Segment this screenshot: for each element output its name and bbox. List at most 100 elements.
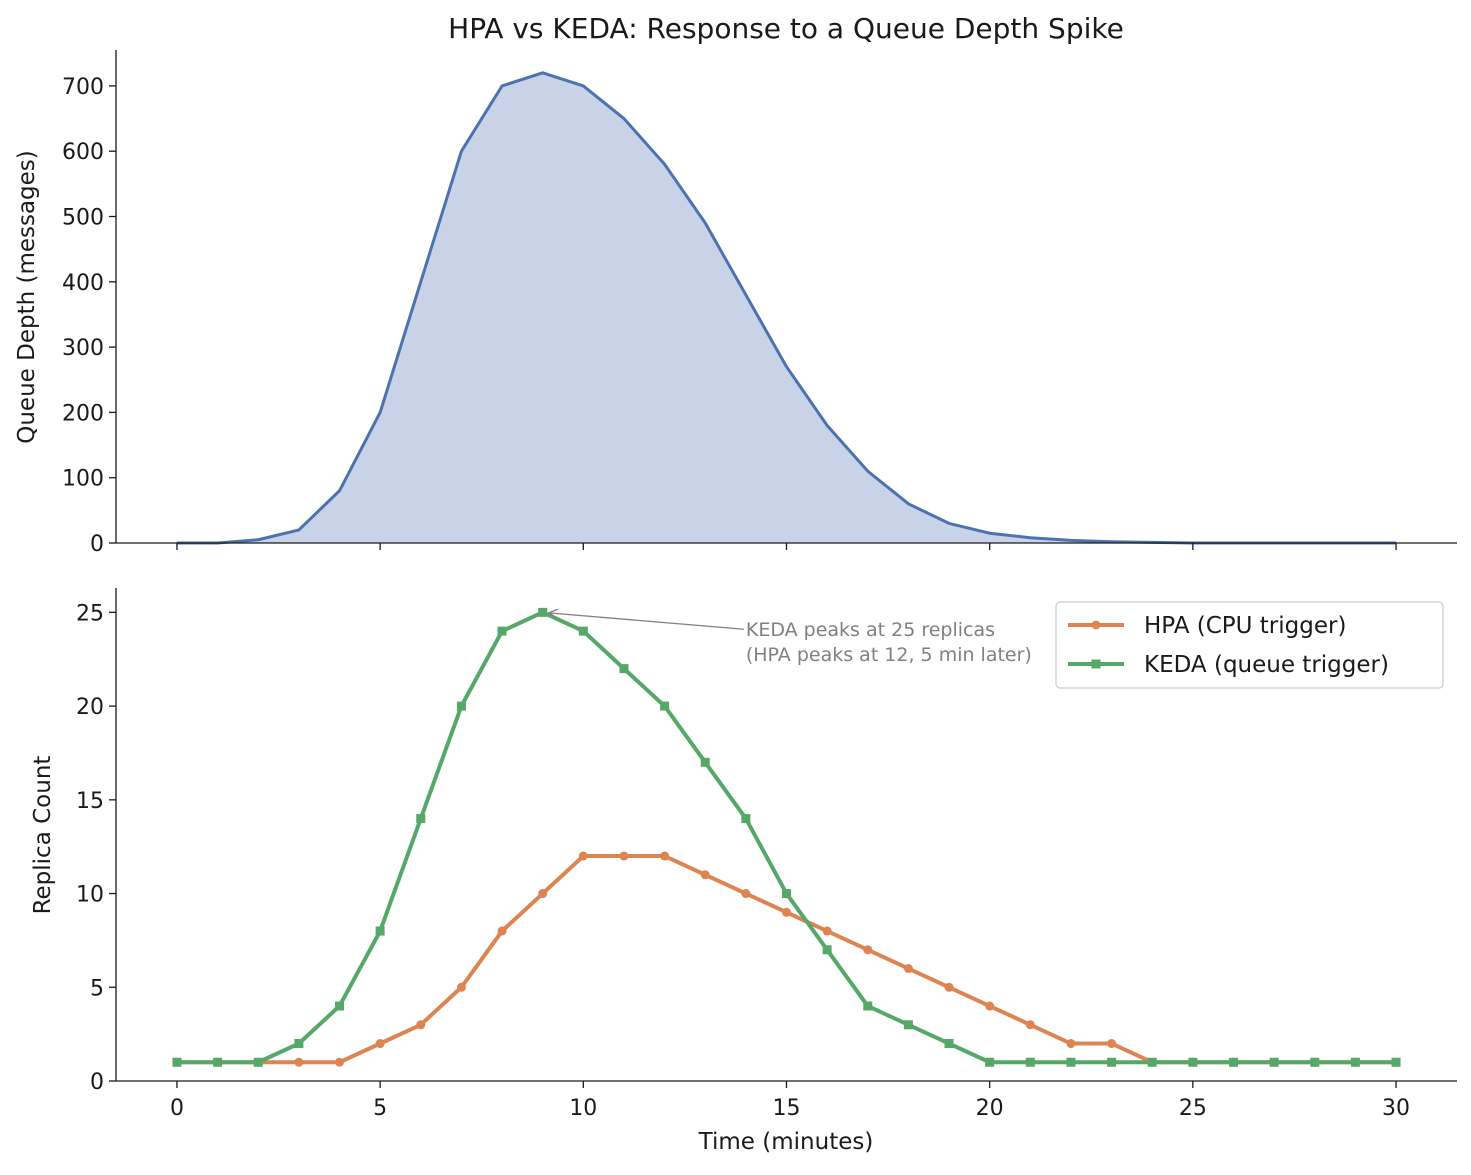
data-point-hpa	[700, 870, 710, 880]
x-tick-label: 25	[1179, 1096, 1207, 1121]
data-point-keda	[456, 701, 466, 711]
data-point-hpa	[782, 907, 791, 917]
data-point-keda	[863, 1001, 873, 1011]
data-point-hpa	[660, 851, 670, 861]
top-y-tick-label: 300	[62, 336, 104, 361]
queue-depth-area	[176, 72, 1397, 543]
queue-depth-panel: 0 100 200 300 400 500 600 700 Queue Depth (mess…	[14, 50, 1457, 557]
y-tick-label: 0	[90, 1070, 104, 1095]
legend-entry-hpa: HPA (CPU trigger)	[1068, 613, 1346, 639]
data-point-hpa	[619, 851, 629, 861]
data-point-keda	[253, 1057, 263, 1067]
annotation-line-1: KEDA peaks at 25 replicas	[746, 619, 995, 641]
data-point-keda	[782, 889, 791, 899]
legend-entry-keda: KEDA (queue trigger)	[1068, 652, 1389, 678]
x-tick-label: 15	[773, 1096, 801, 1121]
data-point-hpa	[375, 1039, 385, 1049]
data-point-keda	[660, 701, 670, 711]
y-tick-label: 5	[90, 976, 104, 1001]
data-point-keda	[903, 1020, 913, 1030]
legend-marker-keda	[1091, 659, 1101, 669]
data-point-keda	[1025, 1057, 1035, 1067]
data-point-keda	[1269, 1057, 1279, 1067]
data-point-hpa	[822, 926, 832, 936]
data-point-hpa	[741, 889, 751, 899]
data-point-keda	[1066, 1057, 1076, 1067]
data-point-hpa	[497, 926, 507, 936]
legend-label-hpa: HPA (CPU trigger)	[1144, 613, 1346, 639]
legend-frame	[1055, 601, 1444, 689]
data-point-keda	[1107, 1057, 1117, 1067]
x-tick-label: 10	[569, 1096, 597, 1121]
data-point-keda	[700, 757, 710, 767]
data-point-hpa	[985, 1001, 995, 1011]
data-point-hpa	[335, 1057, 344, 1067]
data-point-keda	[375, 926, 385, 936]
data-point-hpa	[863, 945, 873, 955]
chart-title: HPA vs KEDA: Response to a Queue Depth S…	[448, 12, 1124, 45]
data-point-keda	[1229, 1057, 1238, 1067]
data-point-keda	[213, 1057, 223, 1067]
x-axis-label: Time (minutes)	[698, 1129, 874, 1155]
annotation-arrowhead	[547, 608, 559, 619]
top-y-ticks: 0 100 200 300 400 500 600 700	[62, 75, 116, 557]
top-y-tick-label: 400	[62, 271, 104, 296]
y-tick-label: 25	[76, 601, 104, 626]
data-point-hpa	[578, 851, 588, 861]
data-point-keda	[1188, 1057, 1198, 1067]
data-point-keda	[172, 1057, 182, 1067]
top-y-tick-label: 700	[62, 75, 104, 100]
legend-marker-hpa	[1091, 620, 1101, 630]
data-point-hpa	[903, 964, 913, 974]
data-point-hpa	[1025, 1020, 1035, 1030]
data-point-keda	[578, 626, 588, 636]
data-point-hpa	[538, 889, 548, 899]
data-point-hpa	[944, 982, 954, 992]
top-y-tick-label: 600	[62, 140, 104, 165]
top-y-tick-label: 0	[90, 532, 104, 557]
legend: HPA (CPU trigger) KEDA (queue trigger)	[1055, 601, 1444, 689]
data-point-keda	[335, 1001, 344, 1011]
y-tick-label: 15	[76, 789, 104, 814]
replica-series	[172, 607, 1401, 1067]
data-point-keda	[822, 945, 832, 955]
data-point-keda	[416, 814, 426, 824]
x-tick-label: 20	[976, 1096, 1004, 1121]
data-point-keda	[294, 1039, 304, 1049]
top-y-axis-label: Queue Depth (messages)	[14, 150, 40, 444]
legend-label-keda: KEDA (queue trigger)	[1144, 652, 1389, 678]
annotation-arrow	[548, 612, 744, 630]
top-y-tick-label: 100	[62, 467, 104, 492]
data-point-keda	[1350, 1057, 1360, 1067]
top-x-ticks	[176, 543, 1397, 550]
peak-annotation: KEDA peaks at 25 replicas (HPA peaks at …	[547, 608, 1032, 666]
data-point-keda	[944, 1039, 954, 1049]
data-point-hpa	[416, 1020, 426, 1030]
data-point-hpa	[1107, 1039, 1117, 1049]
replica-count-panel: 0 5 10 15 20 25 30 0 5 10 15 20 25 Replica Count Ti…	[30, 588, 1457, 1155]
data-point-keda	[1391, 1057, 1401, 1067]
series-line-hpa	[176, 854, 1397, 1065]
data-point-hpa	[456, 982, 466, 992]
data-point-keda	[497, 626, 507, 636]
y-tick-label: 10	[76, 883, 104, 908]
data-point-keda	[619, 664, 629, 674]
data-point-hpa	[1066, 1039, 1076, 1049]
x-tick-label: 5	[373, 1096, 387, 1121]
data-point-keda	[985, 1057, 995, 1067]
x-tick-label: 30	[1382, 1096, 1410, 1121]
bottom-x-ticks: 0 5 10 15 20 25 30	[170, 1081, 1410, 1121]
y-tick-label: 20	[76, 695, 104, 720]
x-tick-label: 0	[170, 1096, 184, 1121]
top-y-tick-label: 200	[62, 401, 104, 426]
bottom-y-ticks: 0 5 10 15 20 25	[76, 601, 116, 1095]
data-point-keda	[1147, 1057, 1157, 1067]
top-y-tick-label: 500	[62, 206, 104, 231]
annotation-line-2: (HPA peaks at 12, 5 min later)	[746, 644, 1032, 666]
data-point-keda	[1310, 1057, 1320, 1067]
bottom-y-axis-label: Replica Count	[30, 756, 56, 915]
data-point-keda	[538, 607, 548, 617]
data-point-hpa	[294, 1057, 304, 1067]
